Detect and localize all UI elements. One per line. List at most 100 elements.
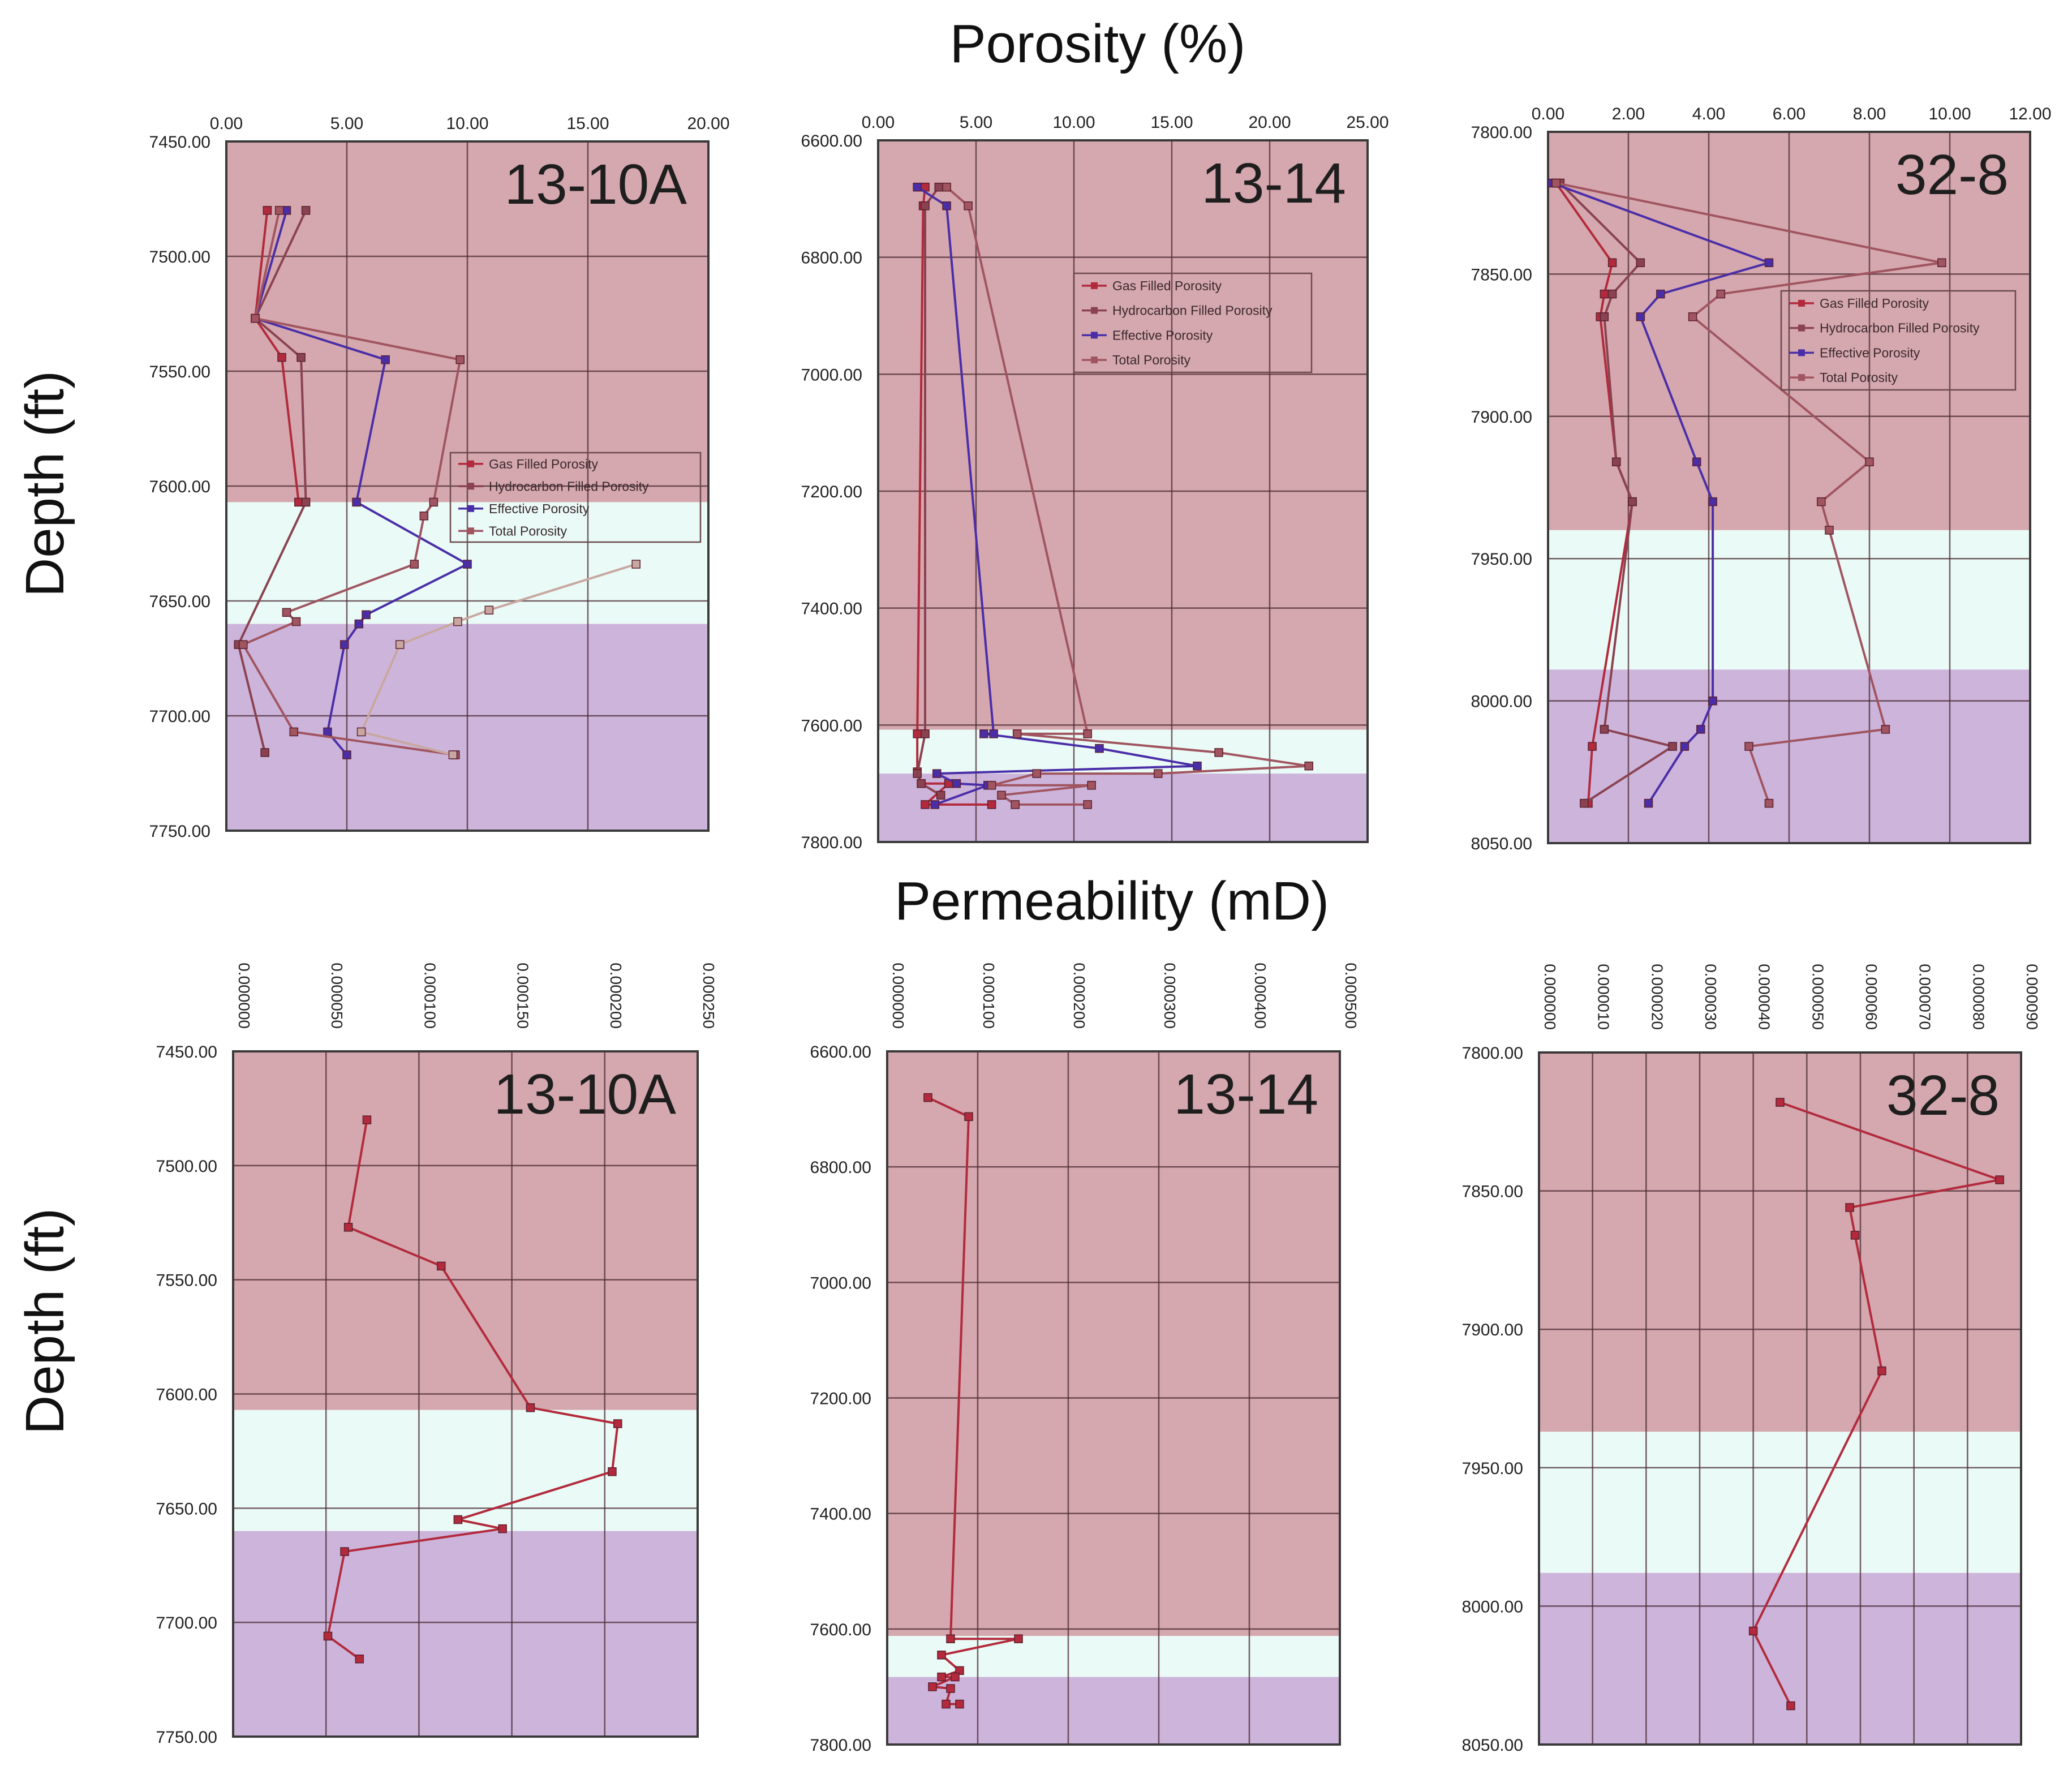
data-point	[1708, 497, 1717, 506]
x-tick-label: 20.00	[1248, 113, 1291, 132]
x-tick-label: 5.00	[960, 113, 992, 132]
data-point	[1012, 729, 1022, 738]
plot-frame	[886, 1050, 1341, 1746]
x-tick-label: 0.00	[1532, 105, 1564, 123]
data-point	[381, 355, 390, 364]
data-point	[937, 1651, 946, 1660]
chart-porosity-32-8: 0.00 2.00 4.00 6.00 8.00 10.00 12.00 7800.00 785…	[1471, 105, 2052, 853]
x-tick-label: 0.000060	[1863, 964, 1880, 1030]
y-tick-label: 7850.00	[1462, 1183, 1523, 1201]
data-point	[453, 1515, 463, 1524]
data-point	[355, 1655, 364, 1664]
data-point	[1764, 798, 1774, 808]
data-point	[1850, 1231, 1860, 1240]
legend-box	[1073, 272, 1313, 373]
data-point	[913, 729, 922, 738]
x-tick-label: 6.00	[1773, 105, 1806, 123]
data-point	[930, 800, 940, 809]
x-tick-label: 0.000150	[514, 963, 532, 1029]
data-point	[354, 619, 364, 629]
y-tick-label: 8050.00	[1462, 1736, 1523, 1755]
legend-swatch-marker	[1798, 299, 1805, 307]
data-point	[942, 201, 951, 210]
data-point	[1580, 798, 1589, 808]
data-point	[631, 560, 640, 569]
data-point	[608, 1467, 617, 1476]
data-point	[362, 610, 371, 620]
x-tick-label: 0.000040	[1756, 964, 1773, 1030]
data-point	[362, 1115, 372, 1124]
well-title: 13-14	[1173, 1063, 1318, 1126]
series-line	[917, 186, 1198, 806]
data-point	[1087, 781, 1096, 790]
data-point	[1680, 742, 1690, 751]
x-tick-label: 10.00	[446, 114, 488, 133]
y-tick-label: 8050.00	[1471, 835, 1532, 853]
y-tick-label: 6800.00	[801, 249, 862, 268]
data-point	[395, 640, 405, 649]
y-tick-label: 7600.00	[801, 716, 862, 735]
zone-gas	[233, 1051, 698, 1410]
x-tick-label: 0.000000	[889, 963, 907, 1029]
data-point	[263, 206, 272, 215]
y-tick-label: 7450.00	[156, 1043, 217, 1062]
chart-porosity-13-14: 0.00 5.00 10.00 15.00 20.00 25.00 6600.00 6800.…	[801, 113, 1389, 852]
data-point	[1628, 497, 1637, 506]
data-point	[987, 781, 996, 790]
data-point	[1748, 1626, 1758, 1636]
y-tick-label: 7550.00	[156, 1271, 217, 1290]
data-point	[1600, 312, 1609, 321]
legend-label: Gas Filled Porosity	[489, 457, 599, 471]
x-tick-label: 0.000200	[607, 963, 625, 1029]
data-point	[932, 769, 942, 778]
data-point	[921, 729, 930, 738]
y-tick-label: 7750.00	[149, 822, 210, 841]
data-point	[946, 1634, 955, 1643]
y-tick-label: 7000.00	[810, 1274, 871, 1292]
data-point	[921, 201, 930, 210]
data-point	[419, 512, 429, 521]
y-tick-label: 6600.00	[810, 1043, 871, 1062]
y-tick-label: 8000.00	[1462, 1597, 1523, 1616]
data-point	[1588, 742, 1597, 751]
data-point	[987, 800, 996, 809]
data-point	[498, 1524, 507, 1533]
charts-layer: 0.00 5.00 10.00 15.00 20.00 7450.00 7500.00 755…	[149, 105, 2052, 1755]
legend-label: Total Porosity	[489, 523, 568, 538]
x-tick-label: 12.00	[2009, 105, 2051, 123]
legend-swatch-marker	[1798, 374, 1805, 381]
data-point	[484, 605, 494, 615]
data-point	[1551, 178, 1561, 188]
x-tick-label: 10.00	[1928, 105, 1971, 123]
data-point	[1656, 289, 1665, 299]
plot-frame	[1547, 131, 2031, 844]
data-point	[964, 1112, 973, 1122]
legend-swatch-marker	[1798, 349, 1805, 356]
legend-box	[1780, 290, 2017, 391]
data-point	[294, 497, 303, 507]
x-tick-label: 0.000200	[1071, 963, 1088, 1029]
data-point	[1095, 744, 1104, 753]
plot-frame	[1538, 1051, 2022, 1746]
y-tick-label: 7850.00	[1471, 265, 1532, 284]
data-point	[1995, 1175, 2004, 1184]
x-tick-label: 5.00	[330, 114, 363, 133]
x-tick-label: 0.000300	[1161, 963, 1179, 1029]
legend-label: Gas Filled Porosity	[1112, 278, 1222, 293]
chart-permeability-32-8: 0.000000 0.000010 0.000020 0.000030 0.000040…	[1462, 964, 2041, 1755]
data-point	[356, 727, 366, 737]
series-line	[254, 210, 300, 502]
y-tick-label: 7550.00	[149, 363, 210, 381]
data-point	[1825, 526, 1834, 535]
legend-label: Effective Porosity	[489, 501, 590, 516]
data-point	[410, 560, 419, 569]
plot-frame	[225, 140, 710, 832]
x-tick-label: 0.000070	[1916, 964, 1934, 1030]
data-point	[463, 560, 472, 569]
data-point	[323, 727, 332, 737]
series-line	[254, 210, 468, 756]
legend-swatch-marker	[1091, 282, 1098, 289]
data-point	[937, 1672, 946, 1682]
series-line	[1555, 182, 1634, 804]
legend-swatch-marker	[1091, 332, 1098, 339]
